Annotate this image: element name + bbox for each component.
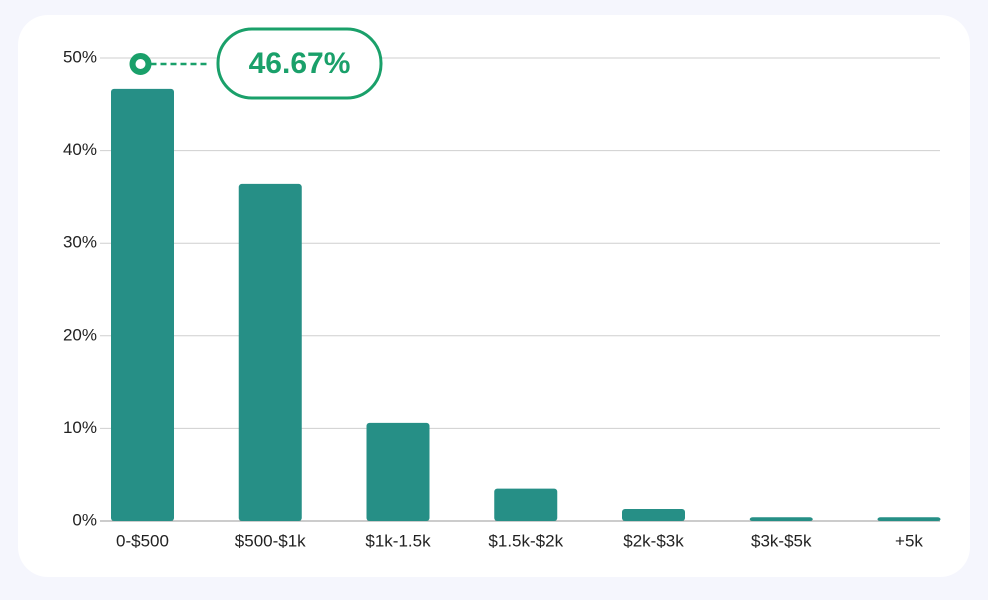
y-tick-label: 0%: [72, 510, 97, 529]
x-tick-label: $3k-$5k: [751, 531, 812, 550]
bar: [494, 488, 558, 521]
bar: [111, 88, 174, 521]
y-tick-label: 30%: [63, 233, 97, 252]
x-tick-label: $1.5k-$2k: [488, 531, 563, 550]
y-tick-label: 20%: [63, 325, 97, 344]
value-label: 46.67%: [249, 47, 351, 80]
x-tick-label: $2k-$3k: [623, 531, 684, 550]
callout-box: [216, 27, 383, 100]
bar: [238, 183, 302, 521]
bar: [622, 508, 685, 521]
x-tick-label: 0-$500: [116, 531, 169, 550]
x-tick-label: $1k-1.5k: [365, 531, 431, 550]
x-tick-label: +5k: [895, 531, 923, 550]
x-tick-label: $500-$1k: [235, 531, 306, 550]
bar: [749, 517, 813, 521]
callout-marker: [129, 53, 152, 75]
y-tick-label: 50%: [63, 47, 97, 66]
bar: [877, 517, 941, 521]
bar: [366, 422, 430, 521]
y-tick-label: 40%: [63, 140, 97, 159]
y-tick-label: 10%: [63, 418, 97, 437]
